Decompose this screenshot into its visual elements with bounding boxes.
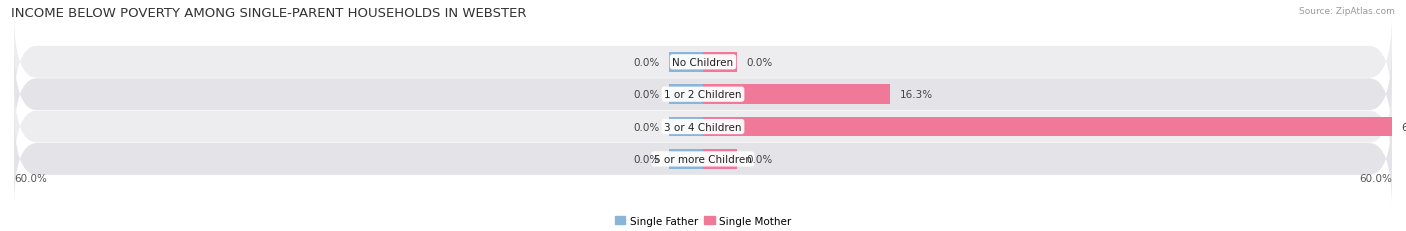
FancyBboxPatch shape: [14, 14, 1392, 111]
Text: INCOME BELOW POVERTY AMONG SINGLE-PARENT HOUSEHOLDS IN WEBSTER: INCOME BELOW POVERTY AMONG SINGLE-PARENT…: [11, 7, 527, 20]
Text: No Children: No Children: [672, 58, 734, 67]
Bar: [669, 117, 703, 137]
Text: 0.0%: 0.0%: [747, 58, 773, 67]
FancyBboxPatch shape: [14, 78, 1392, 176]
FancyBboxPatch shape: [14, 111, 1392, 208]
Bar: [703, 53, 738, 72]
Bar: [703, 117, 1392, 137]
Bar: [669, 53, 703, 72]
Text: Source: ZipAtlas.com: Source: ZipAtlas.com: [1299, 7, 1395, 16]
Text: 3 or 4 Children: 3 or 4 Children: [664, 122, 742, 132]
Text: 0.0%: 0.0%: [633, 154, 659, 164]
Text: 0.0%: 0.0%: [633, 58, 659, 67]
Text: 5 or more Children: 5 or more Children: [654, 154, 752, 164]
Legend: Single Father, Single Mother: Single Father, Single Mother: [613, 213, 793, 228]
Text: 60.0%: 60.0%: [1402, 122, 1406, 132]
Bar: [703, 85, 890, 104]
Text: 16.3%: 16.3%: [900, 90, 932, 100]
Text: 0.0%: 0.0%: [633, 90, 659, 100]
Text: 60.0%: 60.0%: [14, 173, 46, 183]
Bar: [669, 149, 703, 169]
Text: 60.0%: 60.0%: [1360, 173, 1392, 183]
FancyBboxPatch shape: [14, 46, 1392, 143]
Bar: [669, 85, 703, 104]
Text: 1 or 2 Children: 1 or 2 Children: [664, 90, 742, 100]
Text: 0.0%: 0.0%: [747, 154, 773, 164]
Text: 0.0%: 0.0%: [633, 122, 659, 132]
Bar: [703, 149, 738, 169]
